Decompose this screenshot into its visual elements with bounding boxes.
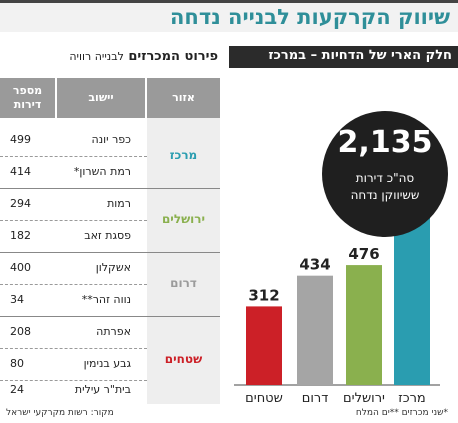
- header-area: אזור: [147, 78, 220, 118]
- row-divider: [0, 348, 147, 349]
- region-divider: [0, 316, 220, 317]
- area-column: [147, 118, 220, 404]
- unit-count: 24: [10, 383, 24, 396]
- chart-subtitle: חלק הארי של הדחיות – במרכז: [268, 48, 452, 63]
- town-name: נווה זהר**: [81, 293, 131, 306]
- region-label-center: מרכז: [169, 148, 198, 162]
- town-name: גבע בנימין: [83, 357, 131, 370]
- bar-2: [297, 275, 333, 385]
- unit-count: 34: [10, 293, 24, 306]
- table-subtitle-main: פירוט המכרזים: [128, 49, 218, 64]
- town-name: כפר יונה: [91, 133, 131, 146]
- town-name: רמת השרון*: [73, 165, 131, 178]
- total-bubble: 2,135 סה"כ דירות ששיווקן נדחה: [322, 111, 448, 237]
- header-area-label: אזור: [172, 91, 195, 104]
- table-subtitle-small: לבנייה רוויה: [69, 50, 124, 63]
- table-row: בית"ר עילית 24: [0, 374, 147, 406]
- header-town: יישוב: [57, 78, 145, 118]
- row-divider: [0, 284, 147, 285]
- bar-value-label-3: 312: [248, 286, 279, 304]
- table-row: נווה זהר** 34: [0, 284, 147, 316]
- row-divider: [0, 220, 147, 221]
- table-subtitle: פירוט המכרזים לבנייה רוויה: [69, 49, 218, 64]
- page-title: שיווק הקרקעות לבנייה נדחה: [170, 5, 450, 29]
- region-label-south: דרום: [170, 276, 197, 290]
- header-count: מספר דירות: [0, 78, 55, 118]
- row-divider: [0, 156, 147, 157]
- unit-count: 414: [10, 165, 31, 178]
- town-name: רמות: [107, 197, 131, 210]
- category-label-3: שטחים: [245, 391, 283, 406]
- table-row: גבע בנימין 80: [0, 348, 147, 380]
- row-divider: [0, 380, 147, 381]
- bar-value-label-2: 434: [299, 256, 330, 274]
- town-name: בית"ר עילית: [74, 383, 131, 396]
- table-row: רמות 294: [0, 188, 147, 220]
- unit-count: 499: [10, 133, 31, 146]
- footnote: *שני מכרזים **ים המלח: [355, 408, 448, 418]
- total-caption-line2: ששיווקן נדחה: [350, 188, 420, 202]
- region-label-jerusalem: ירושלים: [161, 212, 206, 226]
- table-row: רמת השרון* 414: [0, 156, 147, 188]
- unit-count: 400: [10, 261, 31, 274]
- town-name: פסגת זאב: [84, 229, 131, 242]
- town-name: אשקלון: [95, 261, 131, 274]
- total-caption-line1: סה"כ דירות: [355, 171, 415, 185]
- category-label-0: מרכז: [398, 391, 426, 406]
- tenders-table: אזור יישוב מספר דירות כפר יונה 499 רמת ה…: [0, 78, 220, 404]
- table-row: אפרתה 208: [0, 316, 147, 348]
- table-row: כפר יונה 499: [0, 124, 147, 156]
- table-row: אשקלון 400: [0, 252, 147, 284]
- subtitle-bar: חלק הארי של הדחיות – במרכז: [229, 46, 458, 68]
- source-note: מקור: רשות מקרקעי ישראל: [6, 408, 114, 418]
- region-divider: [0, 188, 220, 189]
- unit-count: 208: [10, 325, 31, 338]
- unit-count: 182: [10, 229, 31, 242]
- town-name: אפרתה: [96, 325, 131, 338]
- unit-count: 80: [10, 357, 24, 370]
- category-label-1: ירושלים: [343, 391, 385, 406]
- header-town-label: יישוב: [88, 91, 114, 104]
- header-count-label: מספר דירות: [12, 84, 43, 111]
- bar-1: [346, 265, 382, 385]
- region-divider: [0, 252, 220, 253]
- table-row: פסגת זאב 182: [0, 220, 147, 252]
- title-bar: שיווק הקרקעות לבנייה נדחה: [0, 0, 458, 32]
- total-value: 2,135: [337, 125, 433, 160]
- bar-3: [246, 306, 282, 385]
- region-label-territories: שטחים: [164, 352, 203, 366]
- bar-value-label-1: 476: [348, 245, 379, 263]
- category-label-2: דרום: [302, 391, 329, 406]
- unit-count: 294: [10, 197, 31, 210]
